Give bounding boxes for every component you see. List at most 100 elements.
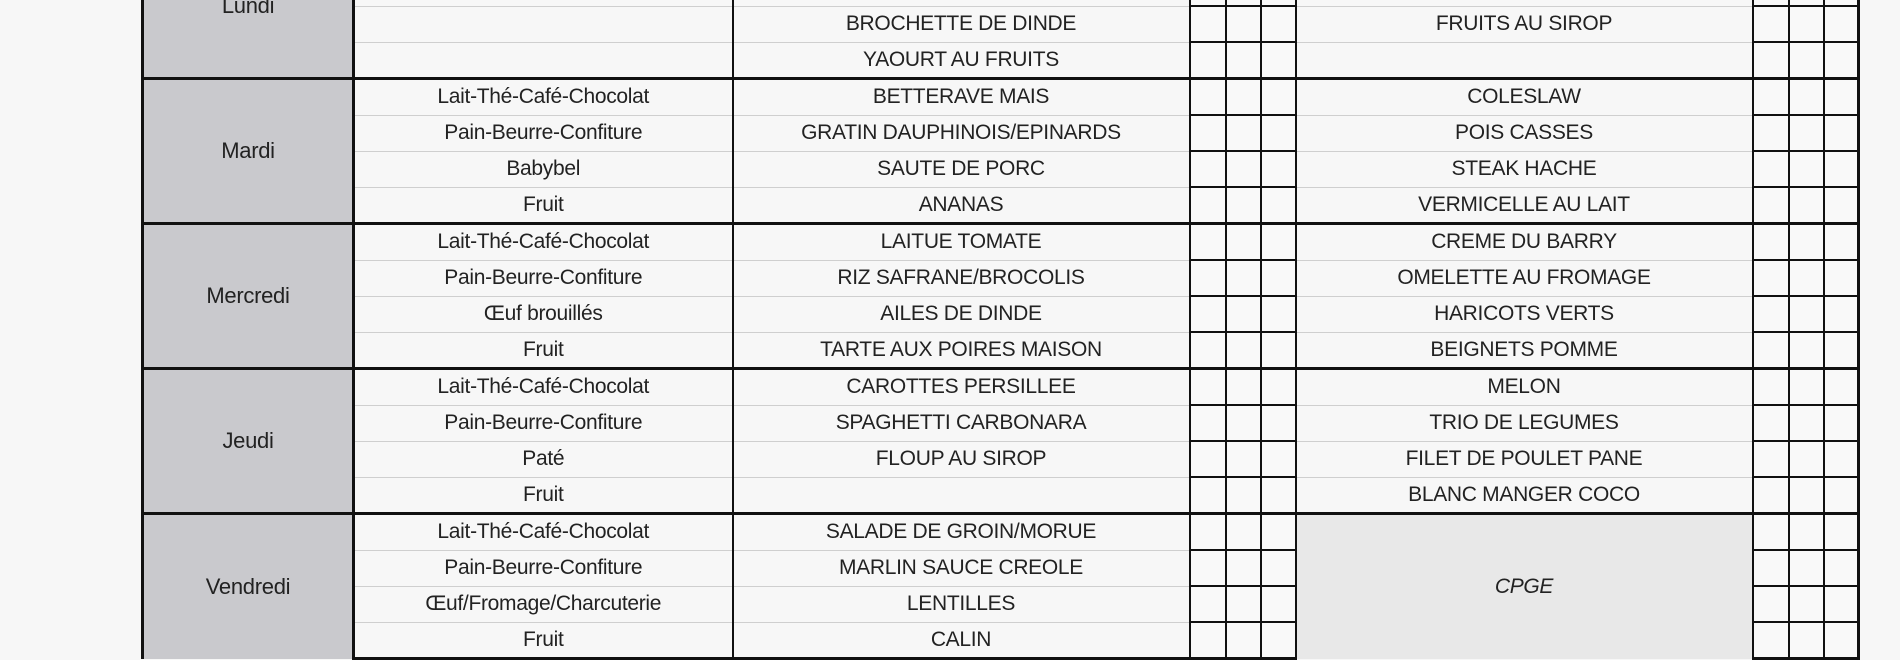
dinner-checkbox[interactable] xyxy=(1822,186,1860,225)
dinner-checkbox[interactable] xyxy=(1787,331,1825,370)
lunch-checkbox[interactable] xyxy=(1188,331,1227,370)
dinner-checkbox[interactable] xyxy=(1787,0,1825,7)
dinner-checkbox[interactable] xyxy=(1822,259,1860,297)
dinner-checkbox[interactable] xyxy=(1751,512,1790,551)
dinner-checkbox[interactable] xyxy=(1751,367,1790,406)
lunch-checkbox[interactable] xyxy=(1188,367,1227,406)
dinner-checkbox[interactable] xyxy=(1787,150,1825,188)
lunch-checkbox[interactable] xyxy=(1259,440,1297,478)
lunch-checkbox[interactable] xyxy=(1259,0,1297,7)
lunch-checkbox[interactable] xyxy=(1224,114,1262,152)
lunch-checkbox[interactable] xyxy=(1259,367,1297,406)
dinner-checkbox[interactable] xyxy=(1787,512,1825,551)
lunch-checkbox[interactable] xyxy=(1224,186,1262,225)
dinner-checkbox[interactable] xyxy=(1751,5,1790,43)
lunch-checkbox[interactable] xyxy=(1224,41,1262,80)
dinner-checkbox[interactable] xyxy=(1751,77,1790,116)
lunch-checkbox[interactable] xyxy=(1188,585,1227,623)
dinner-checkbox[interactable] xyxy=(1822,367,1860,406)
lunch-checkbox[interactable] xyxy=(1259,331,1297,370)
lunch-checkbox[interactable] xyxy=(1188,114,1227,152)
dinner-checkbox[interactable] xyxy=(1787,404,1825,442)
lunch-checkbox[interactable] xyxy=(1224,5,1262,43)
lunch-checkbox[interactable] xyxy=(1224,295,1262,333)
dinner-checkbox[interactable] xyxy=(1751,404,1790,442)
lunch-checkbox[interactable] xyxy=(1188,77,1227,116)
dinner-checkbox[interactable] xyxy=(1751,295,1790,333)
lunch-checkbox[interactable] xyxy=(1259,41,1297,80)
lunch-checkbox[interactable] xyxy=(1224,404,1262,442)
lunch-checkbox[interactable] xyxy=(1224,150,1262,188)
dinner-checkbox[interactable] xyxy=(1751,440,1790,478)
dinner-checkbox[interactable] xyxy=(1787,41,1825,80)
lunch-checkbox[interactable] xyxy=(1259,150,1297,188)
lunch-checkbox[interactable] xyxy=(1224,585,1262,623)
lunch-checkbox[interactable] xyxy=(1224,512,1262,551)
lunch-checkbox[interactable] xyxy=(1224,621,1262,660)
dinner-checkbox[interactable] xyxy=(1751,222,1790,261)
dinner-checkbox[interactable] xyxy=(1822,77,1860,116)
lunch-checkbox[interactable] xyxy=(1188,621,1227,660)
lunch-checkbox[interactable] xyxy=(1259,512,1297,551)
lunch-checkbox[interactable] xyxy=(1259,549,1297,587)
dinner-checkbox[interactable] xyxy=(1787,549,1825,587)
dinner-checkbox[interactable] xyxy=(1822,404,1860,442)
dinner-checkbox[interactable] xyxy=(1751,621,1790,660)
dinner-checkbox[interactable] xyxy=(1751,549,1790,587)
dinner-checkbox[interactable] xyxy=(1751,476,1790,515)
dinner-checkbox[interactable] xyxy=(1822,440,1860,478)
dinner-checkbox[interactable] xyxy=(1787,295,1825,333)
dinner-checkbox[interactable] xyxy=(1822,621,1860,660)
lunch-checkbox[interactable] xyxy=(1224,259,1262,297)
lunch-checkbox[interactable] xyxy=(1188,295,1227,333)
dinner-checkbox[interactable] xyxy=(1751,114,1790,152)
lunch-checkbox[interactable] xyxy=(1188,512,1227,551)
dinner-checkbox[interactable] xyxy=(1787,222,1825,261)
lunch-checkbox[interactable] xyxy=(1224,0,1262,7)
lunch-checkbox[interactable] xyxy=(1259,585,1297,623)
dinner-checkbox[interactable] xyxy=(1822,512,1860,551)
dinner-checkbox[interactable] xyxy=(1787,259,1825,297)
lunch-checkbox[interactable] xyxy=(1224,476,1262,515)
lunch-checkbox[interactable] xyxy=(1224,440,1262,478)
dinner-checkbox[interactable] xyxy=(1787,440,1825,478)
dinner-checkbox[interactable] xyxy=(1751,331,1790,370)
lunch-checkbox[interactable] xyxy=(1224,367,1262,406)
dinner-checkbox[interactable] xyxy=(1787,585,1825,623)
lunch-checkbox[interactable] xyxy=(1259,222,1297,261)
dinner-checkbox[interactable] xyxy=(1787,186,1825,225)
dinner-checkbox[interactable] xyxy=(1822,5,1860,43)
dinner-checkbox[interactable] xyxy=(1751,150,1790,188)
lunch-checkbox[interactable] xyxy=(1188,41,1227,80)
dinner-checkbox[interactable] xyxy=(1822,41,1860,80)
lunch-checkbox[interactable] xyxy=(1188,476,1227,515)
dinner-checkbox[interactable] xyxy=(1751,0,1790,7)
lunch-checkbox[interactable] xyxy=(1188,404,1227,442)
dinner-checkbox[interactable] xyxy=(1822,331,1860,370)
lunch-checkbox[interactable] xyxy=(1259,621,1297,660)
lunch-checkbox[interactable] xyxy=(1188,549,1227,587)
lunch-checkbox[interactable] xyxy=(1188,222,1227,261)
dinner-checkbox[interactable] xyxy=(1822,150,1860,188)
lunch-checkbox[interactable] xyxy=(1188,440,1227,478)
lunch-checkbox[interactable] xyxy=(1224,549,1262,587)
lunch-checkbox[interactable] xyxy=(1259,5,1297,43)
lunch-checkbox[interactable] xyxy=(1259,295,1297,333)
dinner-checkbox[interactable] xyxy=(1751,186,1790,225)
lunch-checkbox[interactable] xyxy=(1188,259,1227,297)
dinner-checkbox[interactable] xyxy=(1822,222,1860,261)
lunch-checkbox[interactable] xyxy=(1188,0,1227,7)
dinner-checkbox[interactable] xyxy=(1787,367,1825,406)
dinner-checkbox[interactable] xyxy=(1787,621,1825,660)
lunch-checkbox[interactable] xyxy=(1188,150,1227,188)
lunch-checkbox[interactable] xyxy=(1188,5,1227,43)
dinner-checkbox[interactable] xyxy=(1751,41,1790,80)
lunch-checkbox[interactable] xyxy=(1259,77,1297,116)
lunch-checkbox[interactable] xyxy=(1259,114,1297,152)
dinner-checkbox[interactable] xyxy=(1751,259,1790,297)
dinner-checkbox[interactable] xyxy=(1787,77,1825,116)
lunch-checkbox[interactable] xyxy=(1224,222,1262,261)
lunch-checkbox[interactable] xyxy=(1259,186,1297,225)
dinner-checkbox[interactable] xyxy=(1751,585,1790,623)
lunch-checkbox[interactable] xyxy=(1224,77,1262,116)
